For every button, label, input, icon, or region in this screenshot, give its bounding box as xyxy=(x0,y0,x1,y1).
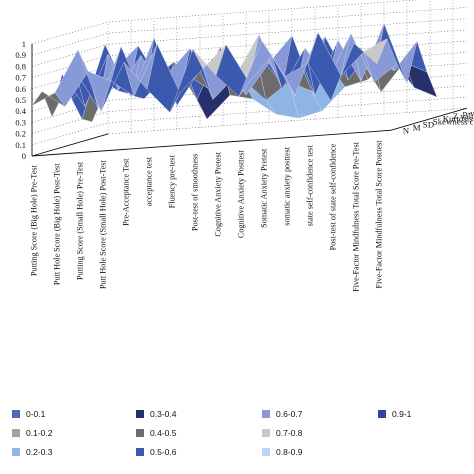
category-label: Five-Factor Mindfulness Total Score Post… xyxy=(375,140,384,289)
legend-label: 0.6-0.7 xyxy=(276,409,303,419)
legend-label: 0.5-0.6 xyxy=(150,447,177,457)
legend-swatch xyxy=(262,448,270,456)
z-tick-label: 0.9 xyxy=(15,50,26,60)
statistic-label: Kurtosis coefficient xyxy=(443,114,474,124)
legend-label: 0.2-0.3 xyxy=(26,447,53,457)
z-tick-label: 1 xyxy=(22,39,26,49)
surface-patch xyxy=(353,38,388,65)
legend-item: 0.2-0.3 xyxy=(12,446,52,458)
z-tick-label: 0.4 xyxy=(15,106,26,116)
chart-axes xyxy=(31,44,467,157)
legend-label: 0.9-1 xyxy=(392,409,412,419)
legend-swatch xyxy=(12,410,20,418)
statistic-label: SD xyxy=(423,119,434,129)
category-label: Putting Score (Small Hole) Pre-Test xyxy=(76,161,85,280)
category-label: Putt Hole Score (Small Hole) Post-Test xyxy=(99,160,108,290)
legend-label: 0.8-0.9 xyxy=(276,447,303,457)
legend-item: 0.6-0.7 xyxy=(262,408,302,420)
category-label: acceptance test xyxy=(145,156,154,206)
z-gridline xyxy=(31,0,419,45)
z-gridline xyxy=(31,74,467,123)
legend-swatch xyxy=(136,429,144,437)
z-axis-tick-labels: 00.10.2 0.30.40.50.60.7 0.80.91 xyxy=(15,39,26,161)
category-label: Putting Score (Big Hole) Pre-Test xyxy=(30,164,39,276)
legend-item: 0.5-0.6 xyxy=(136,446,176,458)
z-gridline xyxy=(31,7,467,56)
z-tick-label: 0.6 xyxy=(15,84,26,94)
category-label: Cognitive Anxiety Posttest xyxy=(237,150,246,239)
statistic-label: M xyxy=(413,122,421,132)
z-tick-label: 0.3 xyxy=(15,117,26,127)
legend-item: 0.4-0.5 xyxy=(136,427,176,439)
z-tick-label: 0 xyxy=(22,151,26,161)
legend-item: 0-0.1 xyxy=(12,408,45,420)
legend-item: 0.3-0.4 xyxy=(136,408,176,420)
category-label: Five-Factor Mindfulness Total Score Pre-… xyxy=(352,141,361,291)
legend-label: 0.3-0.4 xyxy=(150,409,177,419)
legend-label: 0.1-0.2 xyxy=(26,428,53,438)
legend-label: 0.7-0.8 xyxy=(276,428,303,438)
x-axis-category-labels: Putting Score (Big Hole) Pre-Test Putt Ho… xyxy=(30,140,384,292)
legend-swatch xyxy=(12,448,20,456)
z-tick-label: 0.8 xyxy=(15,61,26,71)
category-label: Cognitive Anxiety Pretest xyxy=(214,151,223,236)
legend-item: 0.9-1 xyxy=(378,408,411,420)
y-axis-statistic-labels: p-valueZ valueKurtosis coefficientSkewne… xyxy=(403,108,474,135)
legend-item: 0.8-0.9 xyxy=(262,446,302,458)
chart-legend: 0-0.1 0.1-0.2 0.2-0.3 0.3-0.4 0.4-0.5 0.5-0.6… xyxy=(0,402,474,474)
statistic-label: p-value xyxy=(463,108,474,118)
z-gridline xyxy=(31,85,467,134)
category-label: state self-confidence test xyxy=(306,145,315,227)
legend-item: 0.1-0.2 xyxy=(12,427,52,439)
z-gridline xyxy=(31,18,467,67)
surface-mesh xyxy=(31,22,438,123)
category-label: Post-test of state self-confidence xyxy=(329,143,338,250)
legend-item: 0.7-0.8 xyxy=(262,427,302,439)
z-tick-label: 0.2 xyxy=(15,129,26,139)
category-label: Pre-Acceptance Test xyxy=(122,158,131,226)
legend-swatch xyxy=(136,448,144,456)
category-label: somatic anxiety posttest xyxy=(283,146,292,225)
z-tick-label: 0.7 xyxy=(15,73,26,83)
statistic-label: Skewness coefficient xyxy=(433,117,474,127)
z-gridline xyxy=(31,40,467,90)
legend-swatch xyxy=(262,429,270,437)
category-label: Putt Hole Score (Big Hole) Post-Test xyxy=(53,163,62,285)
chart-floor-outline xyxy=(31,107,467,157)
legend-label: 0.4-0.5 xyxy=(150,428,177,438)
z-tick-label: 0.1 xyxy=(15,140,26,150)
chart-plot-area: 00.10.2 0.30.40.50.60.7 0.80.91 Putting Sc… xyxy=(15,0,474,292)
z-tick-label: 0.5 xyxy=(15,95,26,105)
legend-swatch xyxy=(136,410,144,418)
category-label: Fluency pre-test xyxy=(168,155,177,209)
legend-swatch xyxy=(262,410,270,418)
z-gridline xyxy=(31,29,467,78)
category-label: Somatic Anxiety Pretest xyxy=(260,148,269,228)
category-label: Post-test of smoothness xyxy=(191,154,200,231)
z-gridline xyxy=(31,107,467,157)
legend-swatch xyxy=(378,410,386,418)
statistic-label: Z value xyxy=(453,111,474,121)
statistic-label: N xyxy=(403,125,410,135)
z-gridline xyxy=(31,96,467,146)
legend-label: 0-0.1 xyxy=(26,409,46,419)
legend-swatch xyxy=(12,429,20,437)
